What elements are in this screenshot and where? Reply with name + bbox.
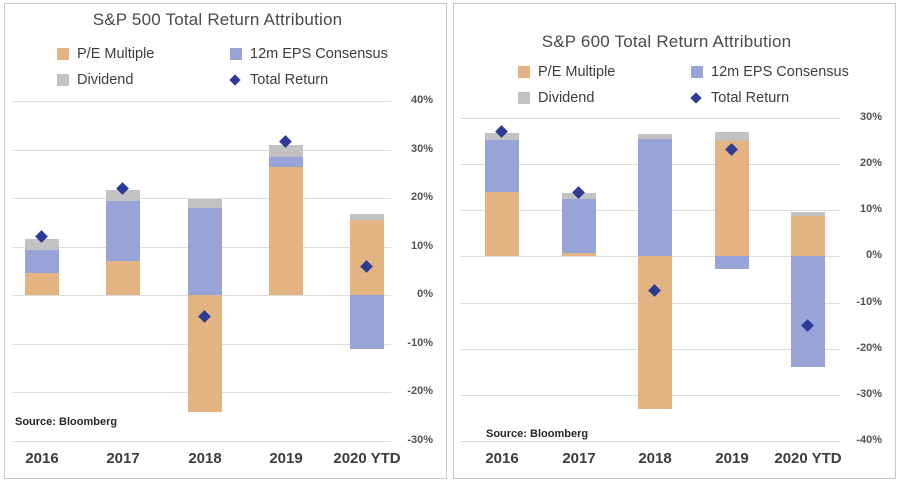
bar-segment-div-2018 <box>638 133 672 140</box>
y-axis-label: -40% <box>856 434 882 446</box>
legend-label: Dividend <box>77 72 134 88</box>
bar-segment-eps-2018 <box>188 207 222 296</box>
y-axis-label: 0% <box>866 249 882 261</box>
gridline <box>13 101 391 102</box>
legend-label: Total Return <box>250 72 329 88</box>
y-axis-label: -30% <box>407 434 433 446</box>
y-axis-label: 20% <box>859 157 882 169</box>
x-axis-label-2019: 2019 <box>269 450 303 467</box>
bar-segment-eps-2019 <box>715 256 749 269</box>
sp500-plot-area <box>13 101 391 442</box>
y-axis-label: 30% <box>410 143 433 155</box>
bar-segment-div-2019 <box>715 132 749 142</box>
y-axis-label: -10% <box>856 296 882 308</box>
diamond-marker-icon <box>690 92 702 104</box>
legend-swatch-icon <box>518 66 530 78</box>
legend-swatch-icon <box>57 74 69 86</box>
bar-segment-eps-2020-ytd <box>350 295 384 349</box>
bar-segment-pe-2017 <box>562 253 596 257</box>
y-axis-label: -20% <box>856 342 882 354</box>
sp600-chart-title: S&P 600 Total Return Attribution <box>541 32 792 51</box>
y-axis-label: 10% <box>410 240 433 252</box>
legend-swatch-icon <box>57 48 69 60</box>
bar-segment-eps-2016 <box>25 250 59 274</box>
legend-label: P/E Multiple <box>538 64 616 80</box>
y-axis-label: 0% <box>417 288 433 300</box>
legend-swatch-icon <box>691 66 703 78</box>
legend-swatch-icon <box>518 92 530 104</box>
legend-item-dividend: Dividend <box>518 90 691 106</box>
x-axis-label-2018: 2018 <box>188 450 222 467</box>
bar-segment-eps-2018 <box>638 139 672 257</box>
bar-segment-pe-2016 <box>25 273 59 296</box>
gridline <box>13 441 391 442</box>
y-axis-label: 40% <box>410 94 433 106</box>
sp600-source-note: Source: Bloomberg <box>486 428 589 440</box>
sp600-plot-area <box>460 118 840 442</box>
x-axis-label-2020-ytd: 2020 YTD <box>333 450 401 467</box>
x-axis-label-2019: 2019 <box>715 450 749 467</box>
legend-label: Dividend <box>538 90 595 106</box>
legend-label: Total Return <box>711 90 790 106</box>
legend-label: P/E Multiple <box>77 46 155 62</box>
y-axis-label: -20% <box>407 385 433 397</box>
legend-item-total-return: Total Return <box>690 90 849 106</box>
gridline <box>13 198 391 199</box>
bar-segment-eps-2017 <box>562 198 596 254</box>
bar-segment-div-2020-ytd <box>791 211 825 217</box>
bar-segment-div-2016 <box>25 238 59 251</box>
bar-segment-eps-2020-ytd <box>791 256 825 368</box>
legend-item-p-e-multiple: P/E Multiple <box>518 64 691 80</box>
x-axis-label-2017: 2017 <box>562 450 596 467</box>
diamond-marker-icon <box>229 74 241 86</box>
bar-segment-div-2020-ytd <box>350 213 384 220</box>
legend-label: 12m EPS Consensus <box>250 46 388 62</box>
bar-segment-pe-2016 <box>485 191 519 257</box>
x-axis-label-2018: 2018 <box>638 450 672 467</box>
legend-item-p-e-multiple: P/E Multiple <box>57 46 230 62</box>
bar-segment-eps-2019 <box>269 156 303 167</box>
x-axis-label-2017: 2017 <box>106 450 140 467</box>
sp500-chart-legend: P/E Multiple 12m EPS Consensus Dividend Tot… <box>57 46 388 88</box>
sp600-chart-legend: P/E Multiple 12m EPS Consensus Dividend Tot… <box>518 64 849 106</box>
bar-segment-eps-2017 <box>106 200 140 262</box>
legend-item-total-return: Total Return <box>229 72 388 88</box>
gridline <box>460 118 840 119</box>
bar-segment-eps-2016 <box>485 139 519 192</box>
sp500-y-axis: 40% 30% 20% 10% 0% -10% -20% -30% <box>397 4 433 478</box>
x-axis-label-2016: 2016 <box>25 450 59 467</box>
bar-segment-pe-2019 <box>269 166 303 296</box>
bar-segment-pe-2019 <box>715 141 749 257</box>
bar-segment-div-2017 <box>106 189 140 201</box>
legend-item-12m-eps-consensus: 12m EPS Consensus <box>691 64 849 80</box>
legend-label: 12m EPS Consensus <box>711 64 849 80</box>
x-axis-label-2020-ytd: 2020 YTD <box>774 450 842 467</box>
gridline <box>460 441 840 442</box>
legend-swatch-icon <box>230 48 242 60</box>
gridline <box>13 150 391 151</box>
bar-segment-pe-2020-ytd <box>791 216 825 257</box>
bar-segment-div-2019 <box>269 144 303 157</box>
y-axis-label: 10% <box>859 203 882 215</box>
legend-item-12m-eps-consensus: 12m EPS Consensus <box>230 46 388 62</box>
bar-segment-pe-2020-ytd <box>350 220 384 296</box>
sp600-y-axis: 30% 20% 10% 0% -10% -20% -30% -40% <box>846 4 882 478</box>
bar-segment-pe-2017 <box>106 261 140 296</box>
sp500-source-note: Source: Bloomberg <box>15 416 118 428</box>
sp600-chart-panel: S&P 600 Total Return Attribution P/E Mul… <box>453 3 896 479</box>
x-axis-label-2016: 2016 <box>485 450 519 467</box>
sp500-chart-title: S&P 500 Total Return Attribution <box>92 10 343 29</box>
sp500-chart-panel: S&P 500 Total Return Attribution P/E Mul… <box>4 3 447 479</box>
y-axis-label: -30% <box>856 388 882 400</box>
y-axis-label: 30% <box>859 111 882 123</box>
y-axis-label: 20% <box>410 191 433 203</box>
bar-segment-pe-2018 <box>638 256 672 409</box>
bar-segment-div-2018 <box>188 199 222 208</box>
legend-item-dividend: Dividend <box>57 72 230 88</box>
y-axis-label: -10% <box>407 337 433 349</box>
